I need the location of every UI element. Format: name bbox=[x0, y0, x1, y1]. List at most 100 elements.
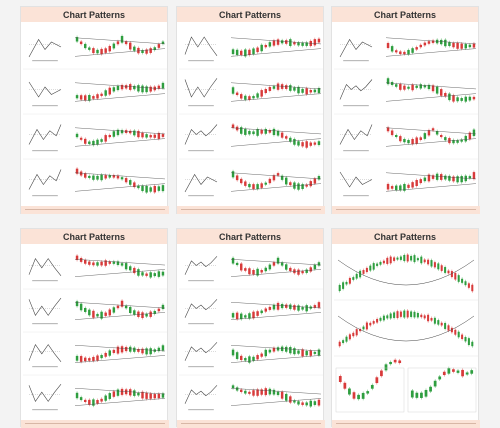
candle-body bbox=[248, 268, 251, 275]
candle-body bbox=[100, 139, 103, 142]
candle-body bbox=[448, 138, 451, 144]
trend-line bbox=[230, 172, 322, 180]
candle-body bbox=[348, 334, 351, 340]
candle-body bbox=[313, 89, 317, 93]
candle-body bbox=[399, 311, 402, 317]
candle-body bbox=[100, 93, 103, 96]
candle-body bbox=[104, 312, 107, 316]
trend-line bbox=[385, 93, 477, 102]
chart-patterns-card-2: Chart Patterns bbox=[176, 6, 325, 214]
candle-body bbox=[124, 389, 128, 395]
candle-body bbox=[352, 392, 356, 399]
candle-body bbox=[244, 268, 247, 271]
candle-body bbox=[252, 131, 255, 135]
candle-body bbox=[447, 270, 450, 274]
candle-body bbox=[129, 180, 132, 185]
trend-line bbox=[230, 127, 322, 135]
candle-body bbox=[272, 347, 276, 352]
candle-body bbox=[380, 370, 383, 377]
candle-body bbox=[362, 326, 365, 330]
candle-body bbox=[124, 346, 128, 352]
candle-body bbox=[444, 175, 447, 180]
card-title: Chart Patterns bbox=[21, 7, 167, 22]
candle-body bbox=[289, 39, 292, 46]
pattern-sketch-line bbox=[339, 79, 373, 100]
card-title: Chart Patterns bbox=[21, 229, 167, 244]
candle-body bbox=[96, 94, 99, 99]
candle-body bbox=[124, 130, 128, 133]
card-footer-note bbox=[21, 420, 169, 428]
candle-body bbox=[264, 267, 267, 272]
candle-body bbox=[450, 271, 453, 278]
trend-line bbox=[230, 93, 322, 102]
candle-body bbox=[92, 96, 95, 99]
candle-body bbox=[427, 84, 431, 90]
candle-body bbox=[75, 355, 79, 361]
trend-line bbox=[74, 93, 166, 102]
trend-line bbox=[74, 82, 166, 90]
candle-body bbox=[124, 305, 128, 309]
candle-body bbox=[471, 341, 474, 347]
pattern-caption bbox=[188, 366, 214, 368]
candle-body bbox=[376, 263, 379, 266]
candle-body bbox=[456, 140, 459, 143]
trend-line bbox=[74, 269, 166, 277]
pattern-caption bbox=[343, 105, 369, 107]
candle-body bbox=[293, 348, 296, 355]
candle-body bbox=[231, 349, 235, 356]
candle-body bbox=[420, 314, 423, 318]
candle-body bbox=[460, 43, 463, 49]
candle-body bbox=[382, 315, 385, 321]
candle-body bbox=[461, 278, 464, 283]
candle-body bbox=[440, 134, 443, 138]
candle-body bbox=[240, 389, 243, 392]
candle-body bbox=[467, 283, 470, 288]
card-footer-note bbox=[177, 206, 325, 214]
trend-line bbox=[74, 302, 166, 309]
candle-body bbox=[419, 137, 422, 140]
candle-body bbox=[461, 334, 464, 340]
candle-body bbox=[289, 182, 292, 186]
candle-body bbox=[141, 85, 144, 93]
candle-body bbox=[313, 142, 317, 145]
candle-body bbox=[272, 128, 276, 136]
candle-body bbox=[92, 175, 95, 180]
candle-body bbox=[276, 302, 280, 310]
candle-body bbox=[305, 141, 308, 148]
pattern-caption bbox=[188, 150, 214, 152]
candle-body bbox=[338, 376, 342, 382]
candle-body bbox=[437, 320, 440, 325]
candle-body bbox=[129, 84, 132, 90]
candle-body bbox=[313, 305, 317, 308]
candle-body bbox=[124, 263, 128, 270]
candle-body bbox=[75, 133, 79, 138]
candle-body bbox=[433, 262, 436, 268]
candle-body bbox=[149, 48, 152, 53]
candle-body bbox=[108, 175, 111, 178]
pattern-sketch-line bbox=[184, 173, 218, 193]
candle-body bbox=[411, 48, 414, 53]
candle-body bbox=[244, 95, 247, 100]
candle-body bbox=[444, 137, 447, 141]
candle-body bbox=[345, 336, 348, 342]
candle-body bbox=[264, 44, 267, 48]
candle-body bbox=[145, 313, 148, 317]
trend-line bbox=[385, 172, 477, 180]
candle-body bbox=[129, 389, 132, 396]
candle-body bbox=[430, 260, 433, 267]
pattern-sketch-line bbox=[339, 171, 373, 188]
candle-body bbox=[256, 355, 259, 360]
candle-body bbox=[120, 346, 124, 353]
candle-body bbox=[129, 346, 132, 352]
candle-body bbox=[96, 49, 99, 54]
pattern-caption bbox=[343, 195, 369, 197]
candle-body bbox=[108, 309, 111, 316]
candle-body bbox=[420, 392, 423, 398]
candle-body bbox=[276, 347, 280, 351]
candle-body bbox=[88, 47, 91, 50]
candle-body bbox=[149, 187, 152, 192]
candle-body bbox=[137, 130, 140, 138]
candle-body bbox=[280, 391, 284, 399]
candle-body bbox=[285, 304, 288, 308]
candle-body bbox=[399, 51, 402, 55]
